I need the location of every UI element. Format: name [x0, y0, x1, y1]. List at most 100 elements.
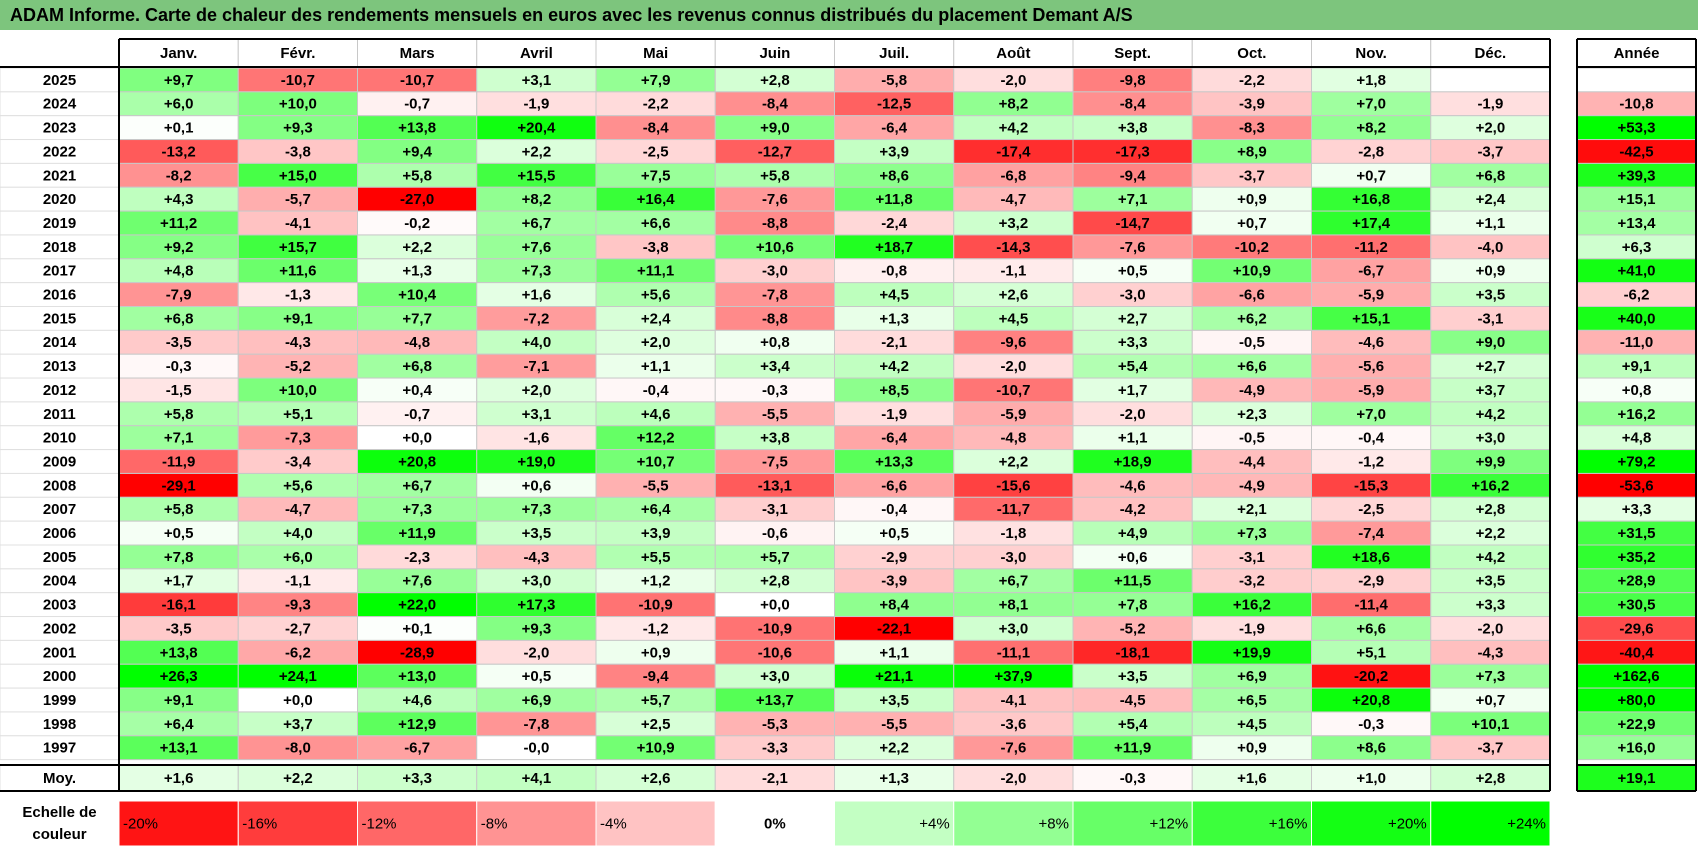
cell-value: +8,2 — [1356, 120, 1386, 137]
cell-value: -6,6 — [1239, 287, 1265, 304]
cell-value: -5,2 — [1120, 620, 1146, 637]
year-label: 2019 — [43, 215, 76, 232]
cell-value: +11,2 — [160, 215, 197, 232]
cell-value: +4,9 — [1118, 525, 1148, 542]
cell-value: +0,7 — [1237, 215, 1267, 232]
average-cell — [953, 764, 1074, 792]
cell-value: +2,1 — [1237, 501, 1267, 518]
cell-value: -18,1 — [1116, 644, 1150, 661]
year-label: 2008 — [43, 477, 76, 494]
cell-value: +2,2 — [402, 239, 432, 256]
cell-value: +6,6 — [1237, 358, 1267, 375]
cell-value: -3,2 — [1239, 573, 1265, 590]
cell-value: -6,4 — [881, 430, 908, 447]
cell-value: +0,8 — [760, 334, 790, 351]
cell-value: +2,4 — [641, 310, 671, 327]
cell-value: +7,3 — [522, 501, 552, 518]
year-label: 2014 — [43, 334, 77, 351]
year-label: 1997 — [43, 740, 76, 757]
year-label: 2006 — [43, 525, 76, 542]
cell-value: -0,5 — [1239, 334, 1265, 351]
cell-value: -5,6 — [1358, 358, 1384, 375]
scale-swatch — [834, 800, 955, 847]
cell-value: -0,4 — [643, 382, 670, 399]
cell-value: +2,2 — [522, 143, 552, 160]
cell-value: -4,3 — [1477, 644, 1503, 661]
cell-value: +18,9 — [1114, 453, 1152, 470]
annual-header-label: Année — [1614, 45, 1660, 62]
cell-value: -2,2 — [1239, 72, 1265, 89]
month-header-label: Août — [996, 45, 1030, 62]
cell-value: -4,6 — [1358, 334, 1384, 351]
cell-value: +10,6 — [756, 239, 794, 256]
cell-value: -0,4 — [1358, 430, 1385, 447]
cell-value: -1,1 — [285, 573, 311, 590]
cell-value: -4,3 — [285, 334, 311, 351]
annual-value: +6,3 — [1622, 239, 1652, 256]
year-label: 2007 — [43, 501, 76, 518]
annual-value: -11,0 — [1620, 334, 1653, 351]
cell-value: +20,4 — [517, 120, 556, 137]
annual-value: +41,0 — [1618, 263, 1656, 280]
cell-value: +20,8 — [398, 453, 436, 470]
scale-label: +24% — [1507, 815, 1546, 832]
cell-value: +16,2 — [1471, 477, 1509, 494]
cell-value: -16,1 — [162, 597, 196, 614]
cell-value: +10,7 — [637, 453, 675, 470]
average-value: +3,3 — [402, 770, 432, 787]
cell-value: +1,1 — [879, 644, 909, 661]
cell-value: +3,5 — [1476, 573, 1506, 590]
cell-value: -9,3 — [285, 597, 311, 614]
cell-value: -0,7 — [404, 96, 430, 113]
cell-value: +1,3 — [879, 310, 909, 327]
annual-value: +80,0 — [1618, 692, 1656, 709]
year-label: 2020 — [43, 191, 76, 208]
cell-value: +8,2 — [522, 191, 552, 208]
cell-value: -4,2 — [1120, 501, 1146, 518]
cell-value: +0,1 — [164, 120, 194, 137]
cell-value: -0,7 — [404, 406, 430, 423]
cell-value: +5,5 — [641, 549, 671, 566]
cell-value: +4,3 — [164, 191, 194, 208]
cell-value: -10,9 — [758, 620, 792, 637]
cell-value: -29,1 — [162, 477, 196, 494]
annual-value: +35,2 — [1618, 549, 1656, 566]
cell-value: +2,2 — [1476, 525, 1506, 542]
cell-value: +4,2 — [879, 358, 909, 375]
cell-value: +0,1 — [402, 620, 432, 637]
cell-value: +1,7 — [1118, 382, 1148, 399]
cell-value: -4,9 — [1239, 477, 1265, 494]
annual-value: -40,4 — [1619, 644, 1654, 661]
cell-value: +10,4 — [398, 287, 437, 304]
cell-value: +3,0 — [760, 668, 790, 685]
month-header-label: Sept. — [1114, 45, 1151, 62]
cell-value: +7,1 — [164, 430, 194, 447]
cell-value: +13,3 — [875, 453, 913, 470]
cell-value: -10,9 — [639, 597, 673, 614]
cell-value: -14,7 — [1116, 215, 1150, 232]
month-header-label: Juin — [759, 45, 790, 62]
cell-value: +5,8 — [164, 406, 194, 423]
cell-value: +3,1 — [522, 72, 552, 89]
annual-value: +162,6 — [1613, 668, 1659, 685]
annual-value: +28,9 — [1618, 573, 1656, 590]
cell-value: +4,0 — [522, 334, 552, 351]
cell-value: -6,7 — [404, 740, 430, 757]
cell-value: -3,5 — [166, 334, 192, 351]
cell-value: +2,7 — [1476, 358, 1506, 375]
cell-value: +6,6 — [641, 215, 671, 232]
cell-value: +11,9 — [1114, 740, 1151, 757]
cell-value: +21,1 — [875, 668, 913, 685]
cell-value: +7,0 — [1356, 96, 1386, 113]
cell-value: +3,9 — [641, 525, 671, 542]
cell-value: +6,0 — [164, 96, 194, 113]
cell-value: -4,4 — [1239, 453, 1266, 470]
cell-value: -7,9 — [166, 287, 192, 304]
cell-value: +9,1 — [283, 310, 313, 327]
cell-value: -9,8 — [1120, 72, 1146, 89]
cell-value: +0,5 — [164, 525, 194, 542]
cell-value: +2,7 — [1118, 310, 1148, 327]
cell-value: +0,0 — [283, 692, 313, 709]
cell-value: -3,1 — [1477, 310, 1503, 327]
cell-value: +2,0 — [641, 334, 671, 351]
